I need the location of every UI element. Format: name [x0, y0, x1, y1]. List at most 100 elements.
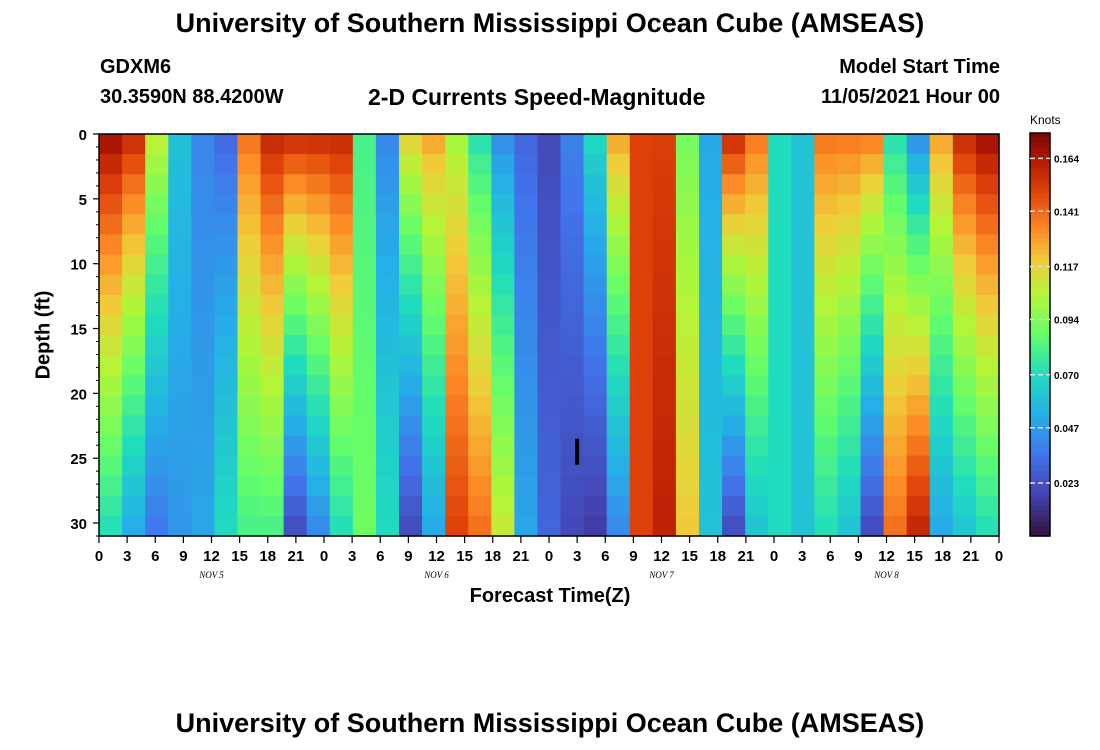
colorbar-segment: [1030, 515, 1050, 522]
heatmap-cell: [675, 495, 700, 517]
heatmap-cell: [768, 495, 792, 517]
heatmap-cell: [537, 274, 562, 296]
heatmap-cell: [768, 415, 792, 437]
heatmap-cell: [375, 415, 400, 437]
heatmap-cell: [745, 335, 769, 356]
colorbar-segment: [1030, 173, 1050, 179]
heatmap-cell: [122, 475, 146, 497]
colorbar-segment: [1030, 299, 1050, 305]
heatmap-cell: [468, 475, 492, 497]
heatmap-cell: [260, 234, 285, 256]
heatmap-cell: [122, 415, 146, 437]
heatmap-cell: [237, 355, 262, 376]
heatmap-cell: [952, 375, 977, 396]
colorbar-segment: [1030, 450, 1050, 456]
heatmap-cell: [675, 314, 700, 336]
heatmap-cell: [675, 355, 700, 376]
heatmap-cell: [375, 134, 400, 155]
heatmap-cell: [237, 475, 262, 497]
heatmap-cell: [329, 154, 354, 175]
heatmap-cell: [122, 495, 146, 517]
heatmap-cell: [237, 314, 262, 336]
heatmap-cell: [122, 154, 146, 175]
heatmap-cell: [306, 154, 331, 175]
heatmap-cell: [283, 415, 308, 437]
colorbar-segment: [1030, 228, 1050, 235]
heatmap-cell: [583, 234, 608, 256]
colorbar-tick-label: 0.094: [1054, 316, 1079, 327]
heatmap-cell: [699, 475, 723, 497]
heatmap-cell: [699, 234, 723, 256]
heatmap-cell: [583, 355, 608, 376]
heatmap-cell: [699, 274, 723, 296]
heatmap-cell: [791, 375, 815, 396]
heatmap-cell: [468, 234, 492, 256]
heatmap-cell: [883, 375, 908, 396]
heatmap-cell: [99, 515, 123, 537]
heatmap-cell: [283, 355, 308, 376]
x-tick-label: 21: [513, 548, 530, 565]
heatmap-cell: [745, 174, 769, 195]
heatmap-cell: [283, 395, 308, 416]
heatmap-cell: [329, 254, 354, 276]
heatmap-cell: [168, 234, 192, 256]
heatmap-cell: [352, 154, 377, 175]
heatmap-cell: [122, 214, 146, 236]
heatmap-cell: [168, 254, 192, 276]
heatmap-cell: [929, 274, 954, 296]
heatmap-cell: [99, 274, 123, 296]
heatmap-cell: [514, 495, 539, 517]
heatmap-cell: [237, 294, 262, 316]
colorbar-segment: [1030, 309, 1050, 315]
heatmap-cell: [214, 134, 239, 155]
heatmap-cell: [99, 395, 123, 416]
heatmap-cell: [722, 515, 746, 537]
heatmap-cell: [975, 455, 1000, 477]
heatmap-cell: [883, 174, 908, 195]
heatmap-cell: [745, 194, 769, 215]
heatmap-cell: [860, 214, 885, 236]
heatmap-cell: [722, 415, 746, 437]
heatmap-cell: [952, 214, 977, 236]
heatmap-cell: [260, 395, 285, 416]
heatmap-cell: [445, 375, 469, 396]
heatmap-cell: [329, 475, 354, 497]
current-time-marker: [575, 438, 580, 465]
heatmap-cell: [952, 475, 977, 497]
heatmap-cell: [583, 335, 608, 356]
colorbar-segment: [1030, 359, 1050, 366]
heatmap-cell: [399, 294, 423, 316]
heatmap-cell: [745, 314, 769, 336]
heatmap-cell: [491, 355, 515, 376]
heatmap-cell: [422, 174, 446, 195]
heatmap-cell: [675, 455, 700, 477]
heatmap-cell: [560, 234, 585, 256]
heatmap-cell: [560, 355, 585, 376]
heatmap-cell: [260, 335, 285, 356]
heatmap-cell: [145, 254, 169, 276]
heatmap-cell: [145, 134, 169, 155]
heatmap-cell: [929, 174, 954, 195]
heatmap-cell: [906, 335, 931, 356]
heatmap-cell: [791, 154, 815, 175]
heatmap-cell: [145, 455, 169, 477]
heatmap-cell: [699, 435, 723, 457]
heatmap-cell: [675, 435, 700, 457]
x-tick-label: 3: [573, 548, 581, 565]
heatmap-cell: [952, 395, 977, 416]
heatmap-cell: [468, 395, 492, 416]
heatmap-cell: [283, 134, 308, 155]
heatmap-cell: [191, 415, 215, 437]
heatmap-cell: [791, 515, 815, 537]
heatmap-cell: [699, 455, 723, 477]
heatmap-cell: [445, 355, 469, 376]
heatmap-cell: [606, 274, 631, 296]
heatmap-cell: [883, 214, 908, 236]
heatmap-cell: [814, 314, 839, 336]
heatmap-cell: [237, 515, 262, 537]
heatmap-cell: [560, 435, 585, 457]
heatmap-cell: [191, 375, 215, 396]
heatmap-cell: [814, 294, 839, 316]
heatmap-cell: [860, 475, 885, 497]
heatmap-cell: [283, 294, 308, 316]
